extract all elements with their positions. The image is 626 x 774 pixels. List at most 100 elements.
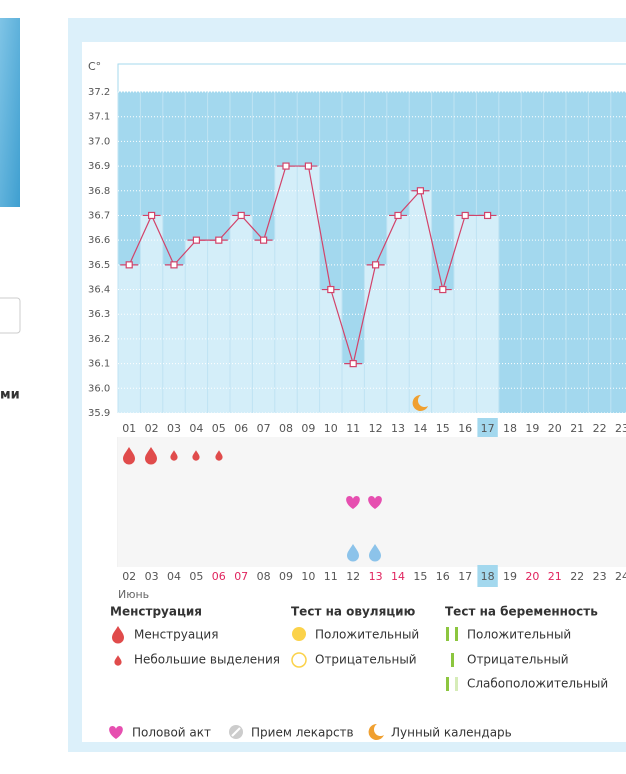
bar	[207, 240, 230, 413]
bar	[342, 363, 365, 413]
x-tick-label: 04	[189, 422, 203, 435]
bar	[319, 289, 342, 413]
legend-item: Прием лекарств	[251, 726, 354, 740]
side-label: ми	[0, 388, 20, 403]
legend-icon	[455, 677, 458, 691]
calendar-date: 18	[481, 570, 495, 583]
x-tick-label: 23	[615, 422, 626, 435]
calendar-date: 07	[234, 570, 248, 583]
y-tick-label: 36.5	[88, 260, 110, 271]
calendar-date: 11	[324, 570, 338, 583]
y-tick-label: 36.8	[88, 186, 110, 197]
point	[170, 261, 178, 269]
calendar-date: 09	[279, 570, 293, 583]
calendar-date: 08	[257, 570, 271, 583]
point	[192, 236, 200, 244]
point	[439, 285, 447, 294]
legend-item: Половой акт	[132, 726, 211, 740]
calendar-date: 21	[548, 570, 562, 583]
y-tick-label: 36.4	[88, 285, 110, 296]
bar	[252, 240, 275, 413]
x-tick-label: 07	[257, 422, 271, 435]
x-tick-label: 11	[346, 422, 360, 435]
point	[461, 211, 469, 220]
calendar-date: 24	[615, 570, 626, 583]
point	[282, 162, 290, 170]
legend-title: Менструация	[110, 605, 202, 619]
legend-item: Менструация	[134, 628, 218, 642]
calendar-date: 19	[503, 570, 517, 583]
bar	[118, 264, 141, 413]
point	[349, 360, 357, 368]
point	[237, 211, 245, 220]
bar	[431, 289, 454, 413]
bar	[454, 215, 477, 413]
point	[484, 211, 492, 220]
x-tick-label: 01	[122, 422, 136, 435]
x-tick-label: 10	[324, 422, 338, 435]
y-tick-label: 36.1	[88, 359, 110, 370]
y-tick-label: 35.9	[88, 408, 110, 419]
x-tick-label: 06	[234, 422, 248, 435]
x-tick-label: 22	[593, 422, 607, 435]
legend-item: Отрицательный	[467, 653, 569, 667]
point	[394, 211, 402, 220]
plot-top	[117, 63, 626, 93]
y-tick-label: 36.7	[88, 210, 110, 221]
calendar-date: 16	[436, 570, 450, 583]
x-tick-label: 08	[279, 422, 293, 435]
calendar-date: 05	[189, 570, 203, 583]
calendar-date: 12	[346, 570, 360, 583]
x-tick-label: 21	[570, 422, 584, 435]
x-tick-label: 13	[391, 422, 405, 435]
side-input[interactable]	[0, 297, 21, 334]
y-tick-label: 37.1	[88, 112, 110, 123]
calendar-date: 02	[122, 570, 136, 583]
current-day	[477, 418, 498, 440]
legend: Менструация Менструация Небольшие выделе…	[109, 605, 608, 740]
current-date	[477, 565, 498, 587]
y-tick-label: 37.2	[88, 87, 110, 98]
legend-icon	[455, 627, 458, 641]
point	[327, 285, 335, 294]
x-tick-label: 03	[167, 422, 181, 435]
x-tick-label: 16	[458, 422, 472, 435]
x-tick-label: 02	[145, 422, 159, 435]
bar	[297, 166, 320, 413]
calendar-date: 20	[525, 570, 539, 583]
y-tick-label: 36.6	[88, 235, 110, 246]
x-tick-label: 09	[301, 422, 315, 435]
bar	[364, 264, 387, 413]
month: Июнь	[118, 588, 149, 601]
point	[215, 236, 223, 244]
calendar-date: 03	[145, 570, 159, 583]
point	[148, 211, 156, 220]
x-tick-label: 12	[369, 422, 383, 435]
calendar-date: 04	[167, 570, 181, 583]
legend-item: Лунный календарь	[391, 726, 512, 740]
y-tick-label: 36.0	[88, 383, 110, 394]
legend-title: Тест на овуляцию	[291, 605, 416, 619]
y-tick-label: 36.2	[88, 334, 110, 345]
x-tick-label: 15	[436, 422, 450, 435]
x-tick-label: 18	[503, 422, 517, 435]
y-tick-label: 36.3	[88, 309, 110, 320]
legend-item: Положительный	[467, 628, 571, 642]
legend-item: Положительный	[315, 628, 419, 642]
legend-icon	[292, 627, 306, 641]
calendar-date: 23	[593, 570, 607, 583]
point	[372, 261, 380, 269]
calendar-date: 17	[458, 570, 472, 583]
calendar-date: 14	[391, 570, 405, 583]
calendar-date: 13	[369, 570, 383, 583]
bar	[185, 240, 208, 413]
point	[260, 236, 268, 244]
chart: 35.9 36.0 36.1 36.2 36.3 36.4 36.5 36.6 36.7 36.8…	[88, 87, 626, 567]
y-tick-label: 36.9	[88, 161, 110, 172]
calendar-date: 06	[212, 570, 226, 583]
calendar-date: 15	[413, 570, 427, 583]
x-tick-label: 19	[525, 422, 539, 435]
legend-icon	[446, 627, 449, 641]
